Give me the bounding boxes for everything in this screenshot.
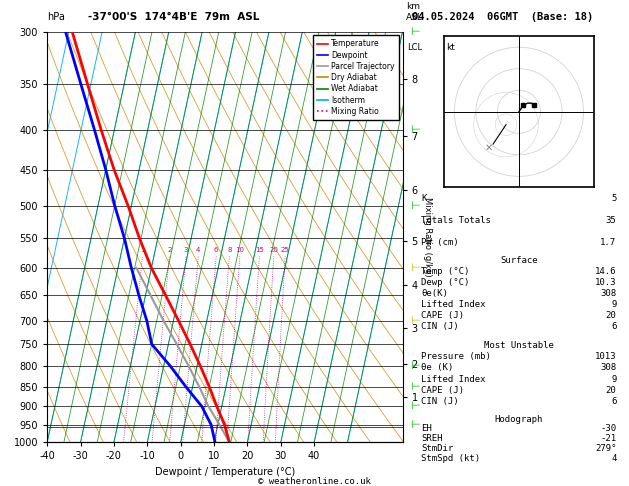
Text: 8: 8	[227, 247, 231, 253]
Text: StmDir: StmDir	[421, 444, 454, 453]
Text: Hodograph: Hodograph	[495, 415, 543, 424]
Text: 20: 20	[606, 311, 616, 320]
Text: Totals Totals: Totals Totals	[421, 216, 491, 225]
Text: θe (K): θe (K)	[421, 363, 454, 372]
Text: ⊢: ⊢	[410, 263, 420, 273]
Text: ⊢: ⊢	[410, 27, 420, 36]
Text: 3: 3	[184, 247, 188, 253]
Text: 6: 6	[611, 397, 616, 406]
Text: km
ASL: km ASL	[406, 2, 423, 22]
Text: 9: 9	[611, 375, 616, 383]
Text: EH: EH	[421, 424, 432, 434]
Text: ⊢: ⊢	[410, 382, 420, 392]
Legend: Temperature, Dewpoint, Parcel Trajectory, Dry Adiabat, Wet Adiabat, Isotherm, Mi: Temperature, Dewpoint, Parcel Trajectory…	[313, 35, 399, 120]
Text: Dewp (°C): Dewp (°C)	[421, 278, 470, 287]
Text: 308: 308	[600, 363, 616, 372]
Text: θe(K): θe(K)	[421, 289, 448, 298]
Text: 1.7: 1.7	[600, 238, 616, 247]
Text: Pressure (mb): Pressure (mb)	[421, 352, 491, 361]
Text: 10.3: 10.3	[595, 278, 616, 287]
Text: LCL: LCL	[407, 43, 422, 52]
Text: 1: 1	[140, 247, 145, 253]
Text: -37°00'S  174°4B'E  79m  ASL: -37°00'S 174°4B'E 79m ASL	[88, 12, 259, 22]
Text: kt: kt	[446, 43, 455, 52]
Text: PW (cm): PW (cm)	[421, 238, 459, 247]
Text: CIN (J): CIN (J)	[421, 397, 459, 406]
Text: ⊢: ⊢	[410, 420, 420, 430]
Text: hPa: hPa	[47, 12, 65, 22]
Text: ⊢: ⊢	[410, 125, 420, 135]
Text: ⊢: ⊢	[410, 401, 420, 411]
Text: Most Unstable: Most Unstable	[484, 341, 554, 349]
Y-axis label: Mixing Ratio (g/kg): Mixing Ratio (g/kg)	[423, 197, 431, 277]
Text: ⊢: ⊢	[410, 361, 420, 371]
Text: 25: 25	[281, 247, 289, 253]
Text: 5: 5	[611, 194, 616, 203]
Text: 4: 4	[196, 247, 201, 253]
Text: CAPE (J): CAPE (J)	[421, 386, 464, 395]
Text: CIN (J): CIN (J)	[421, 322, 459, 331]
Text: 10: 10	[235, 247, 244, 253]
Text: © weatheronline.co.uk: © weatheronline.co.uk	[258, 477, 371, 486]
Text: 2: 2	[167, 247, 172, 253]
Text: ✕: ✕	[485, 142, 493, 153]
Text: 04.05.2024  06GMT  (Base: 18): 04.05.2024 06GMT (Base: 18)	[412, 12, 593, 22]
Text: ⊢: ⊢	[410, 201, 420, 211]
Text: -30: -30	[600, 424, 616, 434]
Text: 9: 9	[611, 300, 616, 309]
Text: 6: 6	[214, 247, 218, 253]
Text: StmSpd (kt): StmSpd (kt)	[421, 454, 481, 463]
Text: 4: 4	[611, 454, 616, 463]
Text: Lifted Index: Lifted Index	[421, 375, 486, 383]
Text: CAPE (J): CAPE (J)	[421, 311, 464, 320]
Text: 279°: 279°	[595, 444, 616, 453]
Text: 20: 20	[269, 247, 278, 253]
Text: Lifted Index: Lifted Index	[421, 300, 486, 309]
Text: 1013: 1013	[595, 352, 616, 361]
Text: K: K	[421, 194, 426, 203]
Text: 6: 6	[611, 322, 616, 331]
Text: -21: -21	[600, 434, 616, 443]
Text: Surface: Surface	[500, 256, 538, 265]
Text: SREH: SREH	[421, 434, 443, 443]
Text: 15: 15	[255, 247, 264, 253]
Text: 308: 308	[600, 289, 616, 298]
X-axis label: Dewpoint / Temperature (°C): Dewpoint / Temperature (°C)	[155, 467, 295, 477]
Text: Temp (°C): Temp (°C)	[421, 267, 470, 276]
Text: 35: 35	[606, 216, 616, 225]
Text: 20: 20	[606, 386, 616, 395]
Text: 14.6: 14.6	[595, 267, 616, 276]
Text: ⊢: ⊢	[410, 315, 420, 326]
